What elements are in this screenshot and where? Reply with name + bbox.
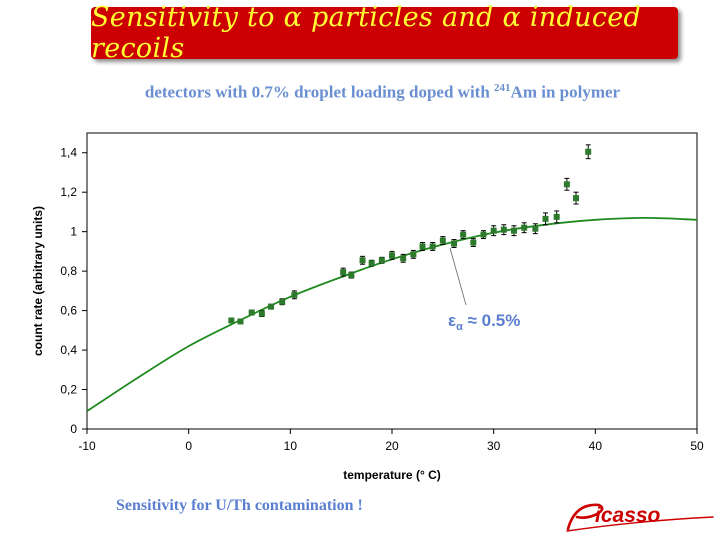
point-marker (419, 243, 426, 250)
subtitle-text: detectors with 0.7% droplet loading dope… (144, 82, 495, 102)
y-tick-label: 1 (70, 225, 77, 239)
data-point (410, 249, 417, 259)
data-point (460, 230, 467, 240)
x-tick-label: 40 (589, 439, 603, 453)
title-banner: Sensitivity to α particles and α induced… (91, 2, 678, 64)
data-point (291, 290, 298, 300)
data-point (563, 177, 570, 191)
point-marker (511, 227, 517, 234)
point-marker (553, 213, 560, 220)
data-point (279, 298, 286, 306)
y-tick-label: 0,6 (60, 304, 77, 318)
point-marker (248, 309, 255, 316)
data-point (258, 310, 265, 318)
data-point (573, 191, 580, 205)
point-marker (470, 239, 477, 246)
data-point (359, 255, 366, 265)
data-point (500, 224, 507, 236)
x-tick-label: 0 (185, 439, 192, 453)
point-marker (410, 251, 417, 258)
y-tick-label: 0 (70, 422, 77, 436)
point-marker (573, 195, 580, 202)
point-marker (237, 318, 244, 325)
annotation-subscript: α (456, 321, 463, 333)
annotation-leader (449, 247, 467, 306)
x-tick-label: 20 (385, 439, 399, 453)
data-point (480, 230, 487, 240)
picasso-logo: icasso (566, 503, 714, 532)
point-marker (500, 226, 507, 233)
data-point (340, 267, 347, 277)
x-tick-label: -10 (78, 439, 96, 453)
plot-frame (86, 132, 698, 430)
slide-subtitle: detectors with 0.7% droplet loading dope… (0, 82, 720, 103)
data-point (248, 309, 255, 316)
data-point (378, 256, 385, 264)
data-point (490, 225, 497, 237)
point-marker (348, 272, 355, 279)
data-point (348, 271, 355, 279)
annotation-value: ≈ 0.5% (463, 311, 521, 330)
point-marker (359, 257, 366, 264)
point-marker (585, 148, 592, 155)
y-axis-label: count rate (arbitrary units) (31, 206, 45, 356)
data-point (389, 250, 395, 260)
data-point (585, 144, 592, 160)
point-marker (439, 237, 446, 244)
point-marker (279, 298, 286, 305)
data-point (237, 318, 244, 325)
x-tick-label: 30 (487, 439, 501, 453)
svg-text:icasso: icasso (595, 504, 661, 527)
subtitle-isotope-mass: 241 (494, 82, 511, 94)
slide-title: Sensitivity to α particles and α induced… (91, 2, 642, 64)
x-axis-label: temperature (° C) (343, 468, 440, 482)
data-point (542, 212, 549, 226)
point-marker (429, 243, 436, 250)
point-marker (258, 310, 265, 317)
point-marker (451, 240, 458, 247)
data-point (511, 225, 517, 237)
point-marker (542, 215, 549, 222)
data-point (553, 210, 560, 224)
data-point (439, 236, 446, 245)
subtitle-text-end: Am in polymer (510, 82, 621, 102)
y-tick-label: 1,4 (60, 146, 77, 160)
data-point (419, 242, 426, 251)
data-point (429, 242, 436, 251)
y-tick-label: 0,2 (60, 383, 77, 397)
point-marker (378, 257, 385, 264)
footer-note: Sensitivity for U/Th contamination ! (116, 497, 363, 514)
y-tick-label: 0,4 (60, 343, 77, 357)
point-marker (480, 231, 487, 238)
data-point (451, 239, 458, 248)
point-marker (521, 224, 528, 231)
data-point (532, 223, 539, 235)
point-marker (490, 227, 497, 234)
point-marker (368, 260, 375, 267)
x-tick-label: 10 (284, 439, 298, 453)
point-marker (389, 252, 395, 259)
data-point (228, 317, 235, 324)
data-point (400, 253, 407, 263)
annotation-efficiency: εα ≈ 0.5% (448, 311, 520, 333)
point-marker (228, 317, 235, 324)
fit-curve (86, 216, 698, 412)
y-tick-label: 1,2 (60, 185, 77, 199)
data-point (521, 222, 528, 234)
annotation-symbol: ε (448, 311, 456, 330)
point-marker (532, 225, 539, 232)
data-point (470, 238, 477, 247)
point-marker (563, 181, 570, 188)
point-marker (291, 291, 298, 298)
point-marker (460, 231, 467, 238)
y-tick-label: 0,8 (60, 264, 77, 278)
point-marker (340, 269, 347, 276)
data-point (268, 303, 275, 310)
point-marker (268, 303, 275, 310)
x-tick-label: 50 (690, 439, 704, 453)
point-marker (400, 255, 407, 262)
data-point (368, 259, 375, 267)
